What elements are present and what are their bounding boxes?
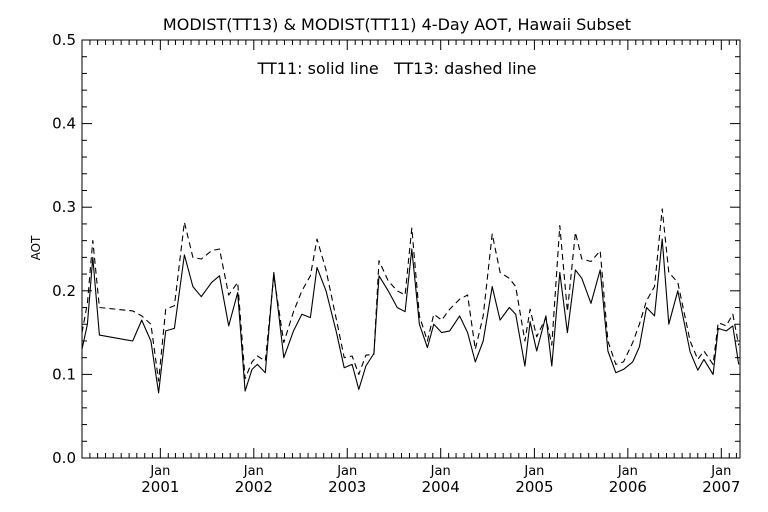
series-line-tt13 [81, 208, 740, 382]
y-tick-label: 0.1 [52, 365, 76, 383]
y-tick-label: 0.4 [52, 115, 76, 133]
y-tick-label: 0.0 [52, 449, 76, 467]
x-tick-month-label: Jan [149, 464, 170, 479]
x-tick-year-label: 2001 [141, 478, 179, 496]
y-axis-label: AOT [29, 235, 43, 260]
x-tick-month-label: Jan [243, 464, 264, 479]
x-tick-month-label: Jan [617, 464, 638, 479]
y-tick-label: 0.5 [52, 31, 76, 49]
x-tick-month-label: Jan [523, 464, 544, 479]
series-layer [81, 208, 740, 394]
x-tick-year-label: 2004 [422, 478, 460, 496]
x-axis: Jan2001Jan2002Jan2003Jan2004Jan2005Jan20… [81, 40, 740, 496]
y-tick-label: 0.2 [52, 282, 76, 300]
chart-title: MODIST(TT13) & MODIST(TT11) 4-Day AOT, H… [163, 15, 631, 34]
line-style-annotation: TT11: solid line TT13: dashed line [257, 59, 537, 78]
x-tick-year-label: 2007 [702, 478, 740, 496]
x-tick-month-label: Jan [710, 464, 731, 479]
x-tick-month-label: Jan [430, 464, 451, 479]
x-tick-year-label: 2002 [235, 478, 273, 496]
x-tick-year-label: 2005 [515, 478, 553, 496]
y-tick-label: 0.3 [52, 198, 76, 216]
x-tick-year-label: 2003 [328, 478, 366, 496]
x-tick-year-label: 2006 [609, 478, 647, 496]
plot-frame [81, 39, 741, 459]
series-line-tt11 [81, 238, 740, 394]
y-axis: 0.0 0.1 0.2 0.3 0.4 0.5 [52, 31, 740, 467]
x-tick-month-label: Jan [336, 464, 357, 479]
